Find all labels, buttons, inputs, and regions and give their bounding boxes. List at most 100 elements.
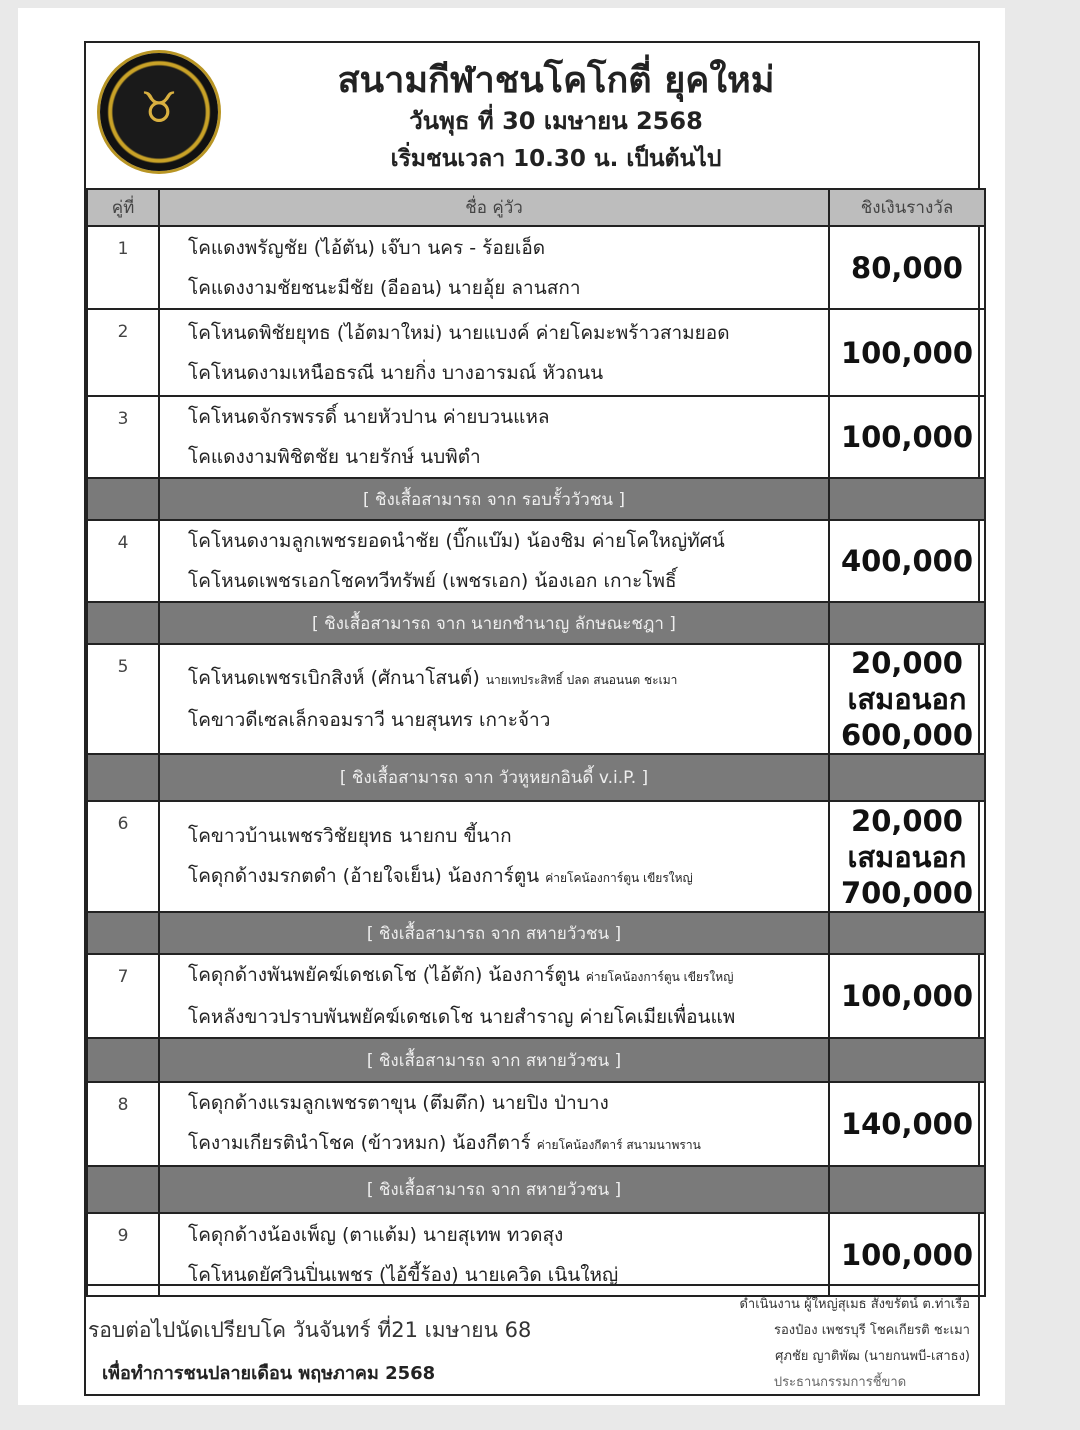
blank-cell [828,601,986,645]
sponsor-row: [ ชิงเสื้อสามารถ จาก นายกชำนาญ ลักษณะชฎา… [86,601,986,645]
match-row: 4 โคโหนดงามลูกเพชรยอดนำชัย (บิ๊กแบ๊ม) น้อ… [86,519,986,603]
bull-1-name: โคแดงพรัญชัย (ไอ้ตัน) เจ๊บา นคร - ร้อยเอ… [188,236,546,259]
table-header: คู่ที่ ชื่อ คู่วัว ชิงเงินรางวัล [86,188,986,227]
match-row: 3 โคโหนดจักรพรรดิ์ นายหัวปาน ค่ายบวนแหล โค… [86,395,986,479]
match-number: 6 [86,800,160,913]
owner-note: นายเทประสิทธิ์ ปลด สนอนนต ชะเมา [485,673,678,687]
bull-1: โคโหนดเพชรเบิกสิงห์ (ศักนาโสนต์) นายเทปร… [188,658,828,700]
start-time: เริ่มชนเวลา 10.30 น. เป็นต้นไป [390,146,722,172]
bull-2-name: โคแดงงามชัยชนะมีชัย (อีออน) นายอุ้ย ลานส… [188,276,581,299]
blank-cell [828,1165,986,1214]
match-row: 5 โคโหนดเพชรเบิกสิงห์ (ศักนาโสนต์) นายเทป… [86,643,986,755]
bull-2-name: โคงามเกียรตินำโชค (ข้าวหมก) น้องกีตาร์ [188,1132,531,1154]
bull-1: โคดุกด้างน้องเพ็ญ (ตาแต้ม) นายสุเทพ ทวดส… [188,1215,828,1255]
document-page: ♉ สนามกีฬาชนโคโกตี่ ยุคใหม่ วันพุธ ที่ 3… [18,8,1005,1405]
organizer-line: ศุภชัย ญาติพัฒ (นายกนพบี-เสาธง) [775,1349,970,1364]
match-names: โคแดงพรัญชัย (ไอ้ตัน) เจ๊บา นคร - ร้อยเอ… [158,225,830,310]
sponsor-row: [ ชิงเสื้อสามารถ จาก สหายวัวชน ] [86,911,986,955]
match-names: โคโหนดจักรพรรดิ์ นายหัวปาน ค่ายบวนแหลโคแ… [158,395,830,479]
prize-line: 400,000 [840,544,974,578]
bull-1: โคขาวบ้านเพชรวิชัยยุทธ นายกบ ขี้นาก [188,816,828,856]
bull-1-name: โคโหนดพิชัยยุทธ (ไอ้ตมาใหม่) นายแบงค์ ค่… [188,321,730,344]
bull-logo: ♉ [100,53,218,171]
match-row: 9 โคดุกด้างน้องเพ็ญ (ตาแต้ม) นายสุเทพ ทวด… [86,1212,986,1297]
bull-1-name: โคโหนดจักรพรรดิ์ นายหัวปาน ค่ายบวนแหล [188,406,550,428]
page-title: สนามกีฬาชนโคโกตี่ ยุคใหม่ [337,60,775,101]
sponsor-text: [ ชิงเสื้อสามารถ จาก สหายวัวชน ] [158,1037,830,1083]
bull-1: โคแดงพรัญชัย (ไอ้ตัน) เจ๊บา นคร - ร้อยเอ… [188,228,828,268]
prize-line: เสมอนอก [847,839,967,874]
prize-line: เสมอนอก [847,682,967,716]
sponsor-text: [ ชิงเสื้อสามารถ จาก วัวหูหยกอินดี้ v.i.… [158,753,830,802]
prize-line: 100,000 [840,420,974,454]
bull-2: โคแดงงามพิชิตชัย นายรักษ์ นบพิตำ [188,437,828,477]
blank-cell [86,1165,160,1214]
bull-icon: ♉ [140,83,178,132]
prize-line: 20,000 [851,803,963,838]
prize-amount: 20,000 เสมอนอก 700,000 [828,800,986,913]
blank-cell [86,911,160,955]
bull-2-name: โคโหนดงามเหนือธรณี นายกิ่ง บางอารมณ์ หัว… [188,361,604,384]
purpose: เพื่อทำการชนปลายเดือน พฤษภาคม 2568 [102,1363,436,1384]
sponsor-text: [ ชิงเสื้อสามารถ จาก สหายวัวชน ] [158,911,830,955]
prize-line: 700,000 [840,875,974,910]
bull-1-name: โคดุกด้างพันพยัคฆ์เดชเดโช (ไอ้ตัก) น้องก… [188,964,580,986]
bull-1-name: โคขาวบ้านเพชรวิชัยยุทธ นายกบ ขี้นาก [188,824,512,847]
bull-2-name: โคขาวดีเซลเล็กจอมราวี นายสุนทร เกาะจ้าว [188,709,551,731]
owner-note: ค่ายโคน้องกีตาร์ สนามนาพราน [536,1138,701,1152]
match-names: โคดุกด้างพันพยัคฆ์เดชเดโช (ไอ้ตัก) น้องก… [158,953,830,1039]
bull-2: โคโหนดเพชรเอกโชคทวีทรัพย์ (เพชรเอก) น้อง… [188,561,828,601]
match-number: 1 [86,225,160,310]
bull-2: โคหลังขาวปราบพันพยัคฆ์เดชเดโช นายสำราญ ค… [188,997,828,1037]
blank-cell [828,477,986,521]
bull-2: โคขาวดีเซลเล็กจอมราวี นายสุนทร เกาะจ้าว [188,700,828,740]
match-names: โคดุกด้างน้องเพ็ญ (ตาแต้ม) นายสุเทพ ทวดส… [158,1212,830,1297]
sponsor-row: [ ชิงเสื้อสามารถ จาก รอบรั้ววัวชน ] [86,477,986,521]
bull-1-name: โคโหนดเพชรเบิกสิงห์ (ศักนาโสนต์) [188,667,480,689]
bull-1-name: โคดุกด้างน้องเพ็ญ (ตาแต้ม) นายสุเทพ ทวดส… [188,1223,564,1246]
sponsor-row: [ ชิงเสื้อสามารถ จาก สหายวัวชน ] [86,1037,986,1083]
prize-amount: 100,000 [828,395,986,479]
blank-cell [828,911,986,955]
prize-amount: 400,000 [828,519,986,603]
bull-1: โคดุกด้างแรมลูกเพชรตาขุน (ตึมตึก) นายปิง… [188,1083,828,1123]
prize-line: 600,000 [840,718,974,752]
event-date: วันพุธ ที่ 30 เมษายน 2568 [409,107,703,135]
prize-amount: 140,000 [828,1081,986,1167]
match-row: 2 โคโหนดพิชัยยุทธ (ไอ้ตมาใหม่) นายแบงค์ ค… [86,308,986,397]
col-names: ชื่อ คู่วัว [158,188,830,227]
blank-cell [86,753,160,802]
fight-schedule: ♉ สนามกีฬาชนโคโกตี่ ยุคใหม่ วันพุธ ที่ 3… [84,41,986,1396]
sponsor-text: [ ชิงเสื้อสามารถ จาก สหายวัวชน ] [158,1165,830,1214]
bull-2: โคดุกด้างมรกตดำ (อ้ายใจเย็น) น้องการ์ตูน… [188,856,828,898]
match-names: โคขาวบ้านเพชรวิชัยยุทธ นายกบ ขี้นากโคดุก… [158,800,830,913]
sponsor-row: [ ชิงเสื้อสามารถ จาก วัวหูหยกอินดี้ v.i.… [86,753,986,802]
col-no: คู่ที่ [86,188,160,227]
match-row: 6 โคขาวบ้านเพชรวิชัยยุทธ นายกบ ขี้นาก โคดุ… [86,800,986,913]
bull-2: โคงามเกียรตินำโชค (ข้าวหมก) น้องกีตาร์ ค… [188,1123,828,1165]
bull-1-name: โคดุกด้างแรมลูกเพชรตาขุน (ตึมตึก) นายปิง… [188,1092,609,1114]
organizer-line: ประธานกรรมการชี้ขาด [773,1375,907,1390]
match-row: 8 โคดุกด้างแรมลูกเพชรตาขุน (ตึมตึก) นายปิ… [86,1081,986,1167]
col-prize: ชิงเงินรางวัล [828,188,986,227]
prize-line: 80,000 [851,250,963,285]
bull-1: โคดุกด้างพันพยัคฆ์เดชเดโช (ไอ้ตัก) น้องก… [188,955,828,997]
blank-cell [86,1037,160,1083]
match-names: โคโหนดงามลูกเพชรยอดนำชัย (บิ๊กแบ๊ม) น้อง… [158,519,830,603]
bull-2-name: โคโหนดเพชรเอกโชคทวีทรัพย์ (เพชรเอก) น้อง… [188,570,677,592]
prize-line: 140,000 [840,1107,974,1141]
match-number: 9 [86,1212,160,1297]
bull-2-name: โคโหนดยัศวินปิ่นเพชร (ไอ้ขี้ร้อง) นายเคว… [188,1263,619,1286]
bull-1: โคโหนดพิชัยยุทธ (ไอ้ตมาใหม่) นายแบงค์ ค่… [188,313,828,353]
match-table: คู่ที่ ชื่อ คู่วัว ชิงเงินรางวัล 1 โคแดงพ… [86,188,986,1297]
sponsor-row: [ ชิงเสื้อสามารถ จาก สหายวัวชน ] [86,1165,986,1214]
organizers: ดำเนินงาน ผู้ใหญ่สุเมธ สังขรัตน์ ต.ท่าเร… [590,1292,970,1396]
match-number: 7 [86,953,160,1039]
match-number: 3 [86,395,160,479]
next-round: รอบต่อไปนัดเปรียบโค วันจันทร์ ที่21 เมษา… [88,1318,532,1342]
match-number: 2 [86,308,160,397]
match-number: 8 [86,1081,160,1167]
sponsor-text: [ ชิงเสื้อสามารถ จาก นายกชำนาญ ลักษณะชฎา… [158,601,830,645]
prize-amount: 100,000 [828,1212,986,1297]
sponsor-text: [ ชิงเสื้อสามารถ จาก รอบรั้ววัวชน ] [158,477,830,521]
